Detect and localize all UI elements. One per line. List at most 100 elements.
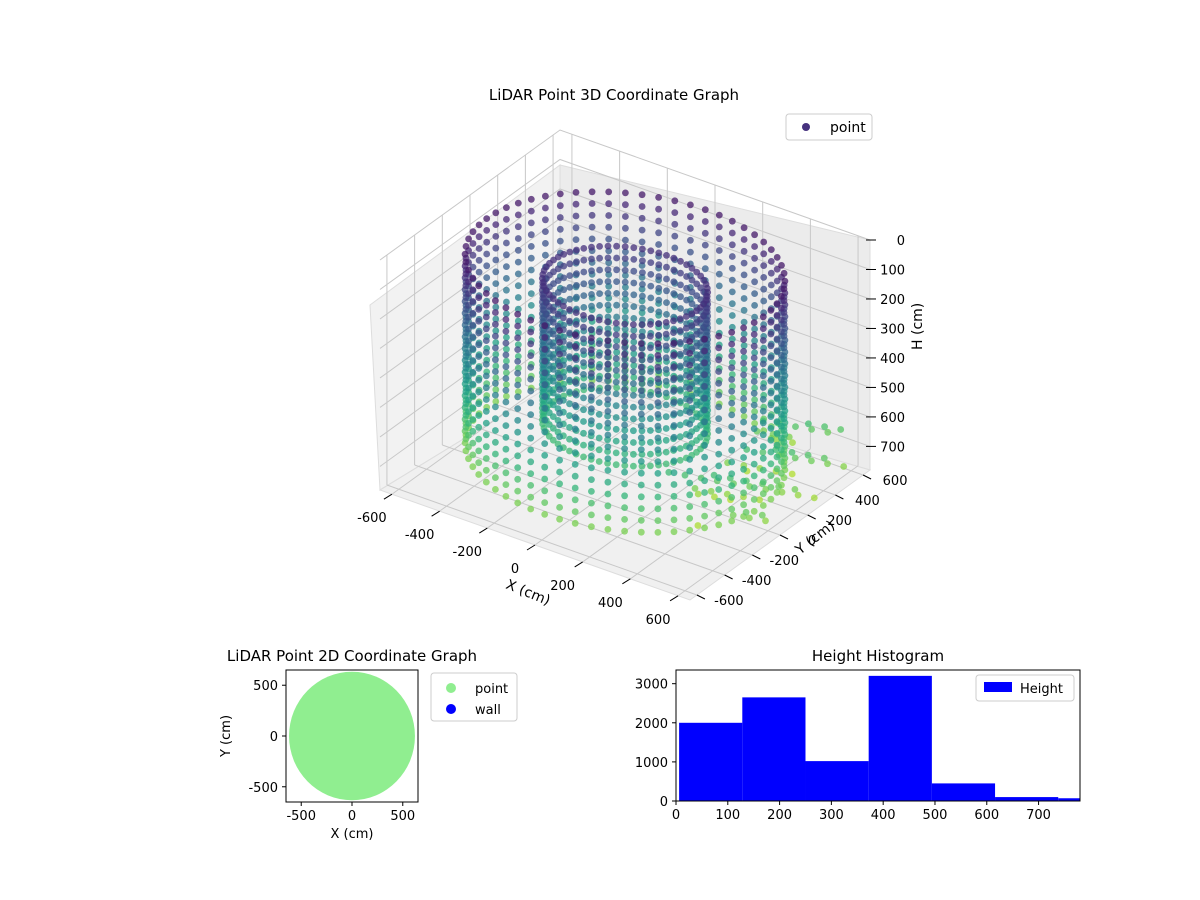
point-3d (728, 312, 736, 319)
point-3d (572, 224, 580, 232)
point-3d (670, 492, 678, 500)
point-3d (701, 206, 709, 214)
point-3d (740, 389, 748, 397)
point-3d (483, 227, 491, 234)
point-3d (612, 390, 620, 398)
point-3d (502, 410, 510, 418)
point-3d (778, 387, 785, 395)
point-3d (654, 387, 662, 395)
point-3d (465, 361, 472, 368)
point-3d (638, 321, 646, 329)
point-3d (759, 431, 767, 439)
point-3d (621, 445, 628, 452)
point-3d (571, 402, 579, 409)
point-3d (740, 324, 747, 332)
point-3d (588, 279, 595, 286)
point-3d (503, 204, 510, 212)
point-3d (622, 236, 629, 244)
point-3d (514, 487, 522, 495)
point-3d (773, 406, 781, 414)
point-3d (773, 347, 781, 355)
point-3d (773, 453, 781, 461)
point-3d (556, 492, 563, 499)
point-3d (740, 442, 747, 450)
point-3d (502, 375, 510, 382)
point-3d (514, 223, 522, 231)
point-cloud-2d (289, 671, 415, 801)
point-3d (780, 285, 788, 293)
point-3d (475, 353, 483, 360)
point-3d (492, 268, 500, 276)
point-3d (655, 241, 662, 248)
point-3d (773, 418, 781, 425)
point-3d (778, 375, 785, 383)
point-3d (556, 504, 563, 511)
point-3d (527, 387, 535, 395)
point-3d (556, 237, 564, 245)
y-tick-label-hist: 1000 (635, 756, 668, 771)
point-3d (728, 328, 736, 336)
point-3d (621, 386, 628, 393)
x-tick-3d (669, 595, 679, 602)
x-axis-label-2d: X (cm) (331, 827, 374, 842)
point-3d (502, 339, 510, 347)
point-3d (767, 342, 775, 350)
point-3d (492, 344, 499, 352)
point-3d (676, 386, 684, 393)
point-3d (482, 455, 490, 462)
point-3d (469, 298, 477, 305)
point-3d (604, 419, 612, 427)
point-3d (773, 489, 781, 496)
point-3d (751, 349, 758, 356)
point-3d (655, 261, 663, 269)
point-3d (514, 369, 522, 377)
point-3d (728, 505, 736, 513)
point-3d (469, 286, 477, 294)
point-3d (639, 269, 646, 276)
point-3d (778, 316, 785, 324)
point-3d (503, 357, 510, 365)
legend-hist: Height (975, 674, 1075, 702)
grid-line-y (386, 484, 698, 596)
point-3d (655, 296, 663, 304)
point-3d (605, 235, 613, 243)
point-3d (638, 191, 646, 199)
point-3d (670, 445, 678, 453)
point-3d (482, 466, 490, 474)
point-3d (541, 463, 549, 471)
point-3d (572, 212, 580, 220)
point-3d (527, 195, 535, 203)
x-tick-label-2d: 0 (348, 809, 356, 824)
point-3d (492, 374, 500, 382)
point-3d (475, 388, 483, 396)
point-3d (670, 469, 678, 477)
point-3d (637, 469, 645, 477)
point-3d (573, 246, 580, 254)
point-3d (759, 466, 767, 474)
point-3d (465, 235, 472, 243)
point-3d (492, 415, 499, 423)
point-3d (728, 340, 736, 348)
point-3d (715, 282, 723, 290)
point-3d (715, 450, 723, 458)
x-tick-3d (479, 527, 488, 534)
point-3d (820, 454, 828, 462)
point-3d (475, 423, 483, 431)
point-3d (683, 273, 690, 280)
point-3d (637, 410, 645, 418)
point-3d (621, 339, 628, 346)
point-3d (637, 528, 645, 536)
point-3d (794, 491, 802, 499)
point-3d (751, 396, 758, 404)
point-3d (773, 359, 781, 366)
grid-line-z (379, 129, 871, 261)
point-3d (759, 448, 767, 456)
point-3d (630, 385, 638, 393)
point-3d (465, 372, 472, 380)
point-3d (740, 406, 747, 414)
point-3d (751, 420, 758, 427)
point-3d (655, 284, 663, 292)
point-3d (622, 295, 629, 303)
point-3d (728, 517, 736, 525)
point-3d (728, 241, 736, 249)
